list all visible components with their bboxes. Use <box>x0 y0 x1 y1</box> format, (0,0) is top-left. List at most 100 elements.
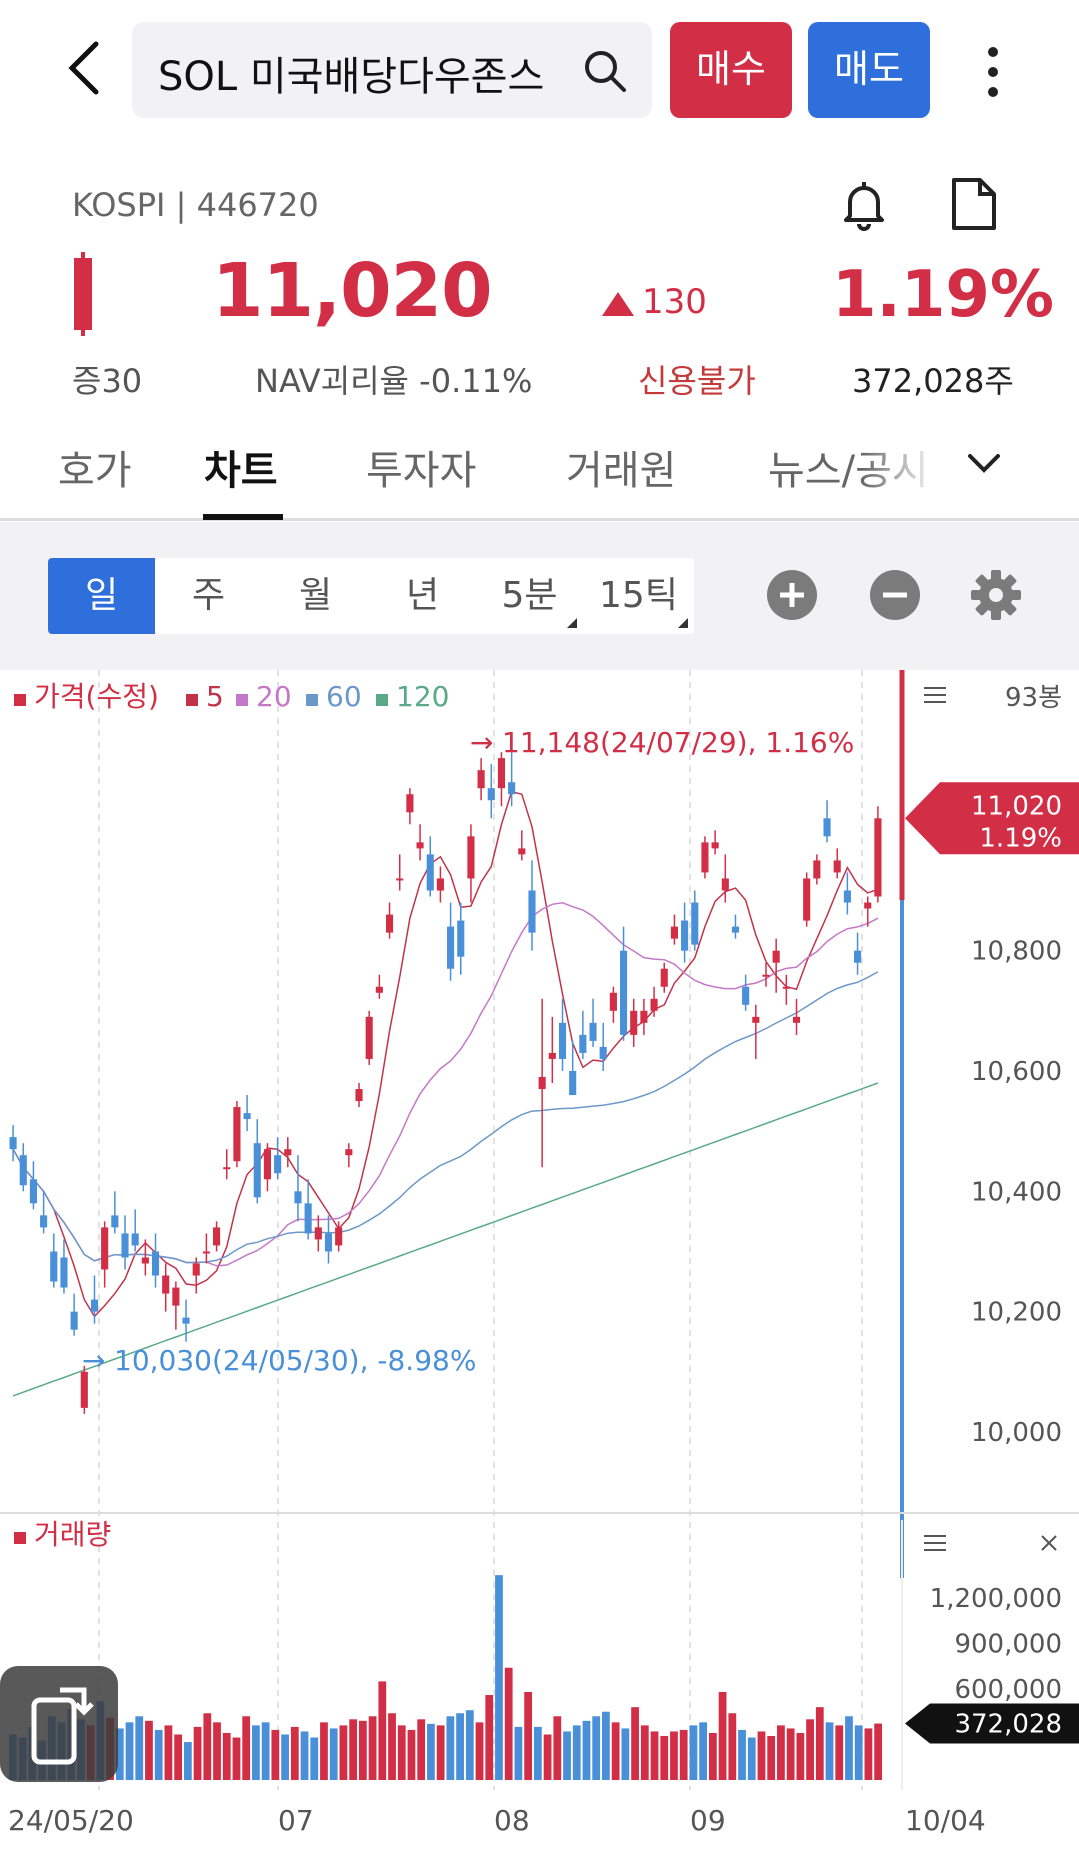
candle[interactable] <box>324 1233 333 1252</box>
candle[interactable] <box>70 1311 78 1330</box>
candle[interactable] <box>640 1010 648 1023</box>
period-day[interactable]: 일 <box>48 558 155 634</box>
candle[interactable] <box>874 818 882 897</box>
candle[interactable] <box>40 1215 48 1228</box>
candle[interactable] <box>579 1034 587 1053</box>
candle[interactable] <box>833 860 841 873</box>
candle[interactable] <box>243 1113 251 1120</box>
candle[interactable] <box>813 860 821 879</box>
tab-chart[interactable]: 차트 <box>204 448 278 494</box>
candle[interactable] <box>80 1371 88 1408</box>
candle[interactable] <box>233 1107 241 1162</box>
candle[interactable] <box>304 1203 312 1234</box>
candle[interactable] <box>436 878 444 891</box>
candle[interactable] <box>619 950 628 1035</box>
candle[interactable] <box>467 836 475 879</box>
period-year[interactable]: 년 <box>405 575 440 616</box>
candle[interactable] <box>487 788 495 801</box>
candle[interactable] <box>691 902 699 945</box>
chevron-down-icon[interactable] <box>966 450 1002 478</box>
period-5min[interactable]: 5분 <box>476 558 583 634</box>
candle[interactable] <box>477 770 485 789</box>
candle[interactable] <box>182 1317 190 1324</box>
candle[interactable] <box>141 1257 149 1264</box>
candle[interactable] <box>375 986 383 993</box>
candle[interactable] <box>294 1191 302 1204</box>
candle[interactable] <box>558 1022 567 1059</box>
search-icon[interactable] <box>582 48 628 94</box>
candle[interactable] <box>701 842 709 873</box>
tab-news[interactable]: 뉴스/공시 <box>768 448 929 494</box>
candle[interactable] <box>803 878 811 921</box>
period-15tick[interactable]: 15틱 <box>583 558 694 634</box>
candle[interactable] <box>447 926 455 969</box>
more-menu-icon[interactable] <box>983 44 1003 100</box>
candle[interactable] <box>213 1227 221 1246</box>
candle[interactable] <box>599 1046 607 1059</box>
back-arrow-icon[interactable] <box>60 38 110 98</box>
candle[interactable] <box>121 1233 129 1258</box>
bell-icon[interactable] <box>836 176 892 232</box>
zoom-in-icon[interactable] <box>766 569 818 621</box>
tab-broker[interactable]: 거래원 <box>566 448 677 494</box>
candle[interactable] <box>589 1022 597 1041</box>
gear-icon[interactable] <box>970 569 1022 621</box>
candle[interactable] <box>355 1089 363 1102</box>
candle[interactable] <box>670 926 678 939</box>
candle[interactable] <box>762 974 770 977</box>
candle[interactable] <box>843 890 851 903</box>
candle[interactable] <box>274 1155 282 1174</box>
candle[interactable] <box>497 758 506 789</box>
candle[interactable] <box>782 986 790 989</box>
candle[interactable] <box>681 920 689 951</box>
candle[interactable] <box>223 1167 231 1170</box>
candle[interactable] <box>365 1016 373 1059</box>
candle[interactable] <box>569 1070 577 1096</box>
candle[interactable] <box>742 986 750 1005</box>
candle[interactable] <box>385 914 394 933</box>
candle[interactable] <box>426 854 434 891</box>
candle[interactable] <box>335 1227 343 1246</box>
candle[interactable] <box>752 1016 760 1023</box>
candle[interactable] <box>508 782 516 795</box>
zoom-out-icon[interactable] <box>869 569 921 621</box>
candle[interactable] <box>457 920 465 957</box>
candle[interactable] <box>548 1052 556 1059</box>
candle[interactable] <box>90 1299 99 1312</box>
menu-icon[interactable] <box>924 687 946 703</box>
candle[interactable] <box>711 842 719 849</box>
candle[interactable] <box>131 1233 139 1246</box>
candle[interactable] <box>263 1149 272 1180</box>
candle[interactable] <box>528 890 536 933</box>
candle[interactable] <box>284 1149 292 1156</box>
close-icon[interactable] <box>1041 1535 1057 1551</box>
candle[interactable] <box>609 992 617 1011</box>
candle[interactable] <box>518 848 526 855</box>
candle[interactable] <box>19 1155 27 1186</box>
screen-switch-button[interactable] <box>0 1666 118 1782</box>
period-month[interactable]: 월 <box>298 575 333 616</box>
candle[interactable] <box>202 1251 210 1254</box>
candle[interactable] <box>660 968 668 987</box>
candle[interactable] <box>314 1227 322 1240</box>
candle[interactable] <box>823 818 831 837</box>
candle[interactable] <box>721 878 729 891</box>
candle[interactable] <box>416 842 424 849</box>
candle[interactable] <box>396 878 404 881</box>
period-week[interactable]: 주 <box>191 575 226 616</box>
candle[interactable] <box>253 1143 261 1198</box>
candle[interactable] <box>538 1076 546 1090</box>
buy-button[interactable]: 매수 <box>670 22 792 118</box>
candle[interactable] <box>772 950 780 963</box>
volume-menu-icon[interactable] <box>924 1535 946 1551</box>
sell-button[interactable]: 매도 <box>808 22 930 118</box>
candle[interactable] <box>650 998 658 1011</box>
candlestick-chart[interactable]: 가격(수정) 5 20 60 120 → 11,148(24/07/29), 1… <box>0 670 1079 1853</box>
tab-orderbook[interactable]: 호가 <box>58 448 132 494</box>
candle[interactable] <box>9 1137 17 1150</box>
candle[interactable] <box>192 1263 200 1276</box>
candle[interactable] <box>151 1251 160 1276</box>
candle[interactable] <box>172 1287 180 1306</box>
candle[interactable] <box>854 950 862 963</box>
candle[interactable] <box>864 902 872 909</box>
